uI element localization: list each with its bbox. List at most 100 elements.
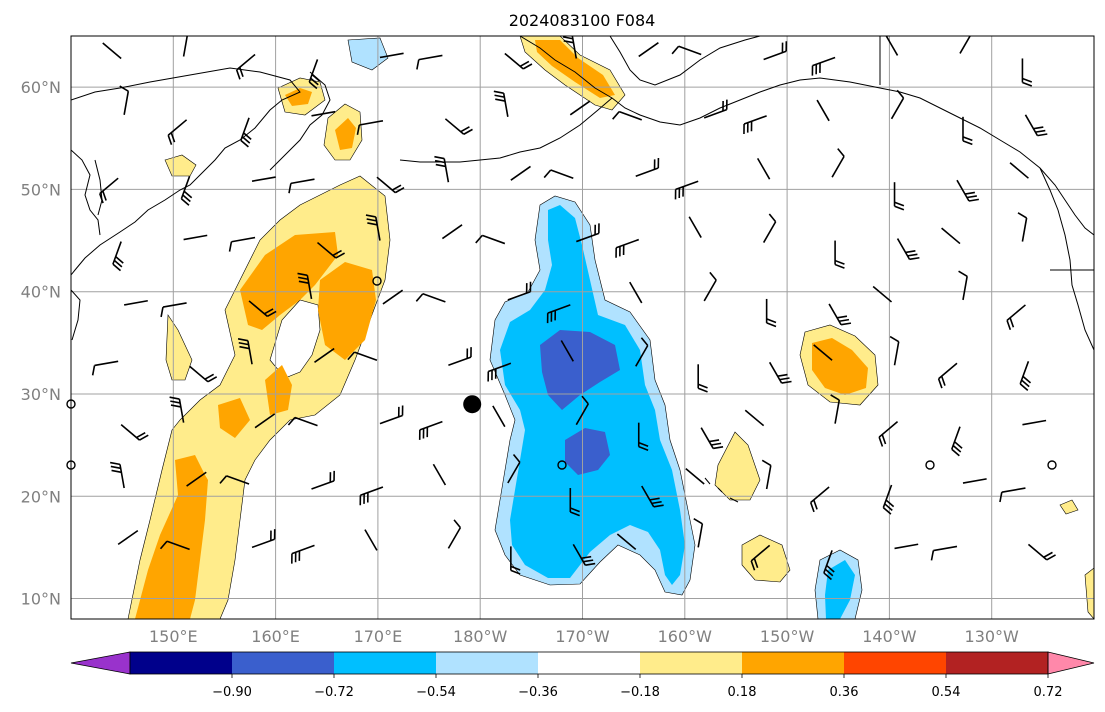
positive-anomaly-region-far-east (1084, 567, 1094, 619)
wind-barb (893, 182, 905, 211)
wind-barb (813, 344, 833, 361)
wind-barb (189, 365, 218, 383)
wind-barb (951, 426, 963, 457)
colorbar-segment (640, 652, 742, 674)
wind-barb (219, 475, 250, 485)
wind-barb (635, 337, 649, 367)
wind-barb (744, 409, 765, 427)
wind-barb (962, 116, 973, 146)
wind-barb (416, 54, 443, 70)
lon-tick-label: 140°W (862, 627, 917, 646)
lat-tick-label: 60°N (21, 78, 61, 97)
wind-barb (182, 36, 189, 57)
wind-barb (112, 241, 124, 272)
wind-barb (297, 272, 313, 300)
wind-barb (444, 118, 473, 135)
wind-barb (311, 110, 336, 117)
wind-barb (834, 240, 845, 269)
wind-barb (251, 529, 276, 549)
wind-barb (688, 216, 702, 238)
wind-barb (560, 340, 574, 362)
wind-barb (507, 453, 521, 484)
wind-barb (447, 519, 462, 549)
wind-barb (237, 338, 253, 365)
wind-barb (811, 56, 836, 76)
wind-barb (235, 53, 256, 80)
wind-barb (475, 234, 506, 245)
station-marker (1047, 460, 1057, 470)
colorbar-tick-label: −0.90 (212, 685, 252, 700)
wind-barb (308, 59, 321, 90)
wind-barb (572, 544, 596, 566)
wind-barb (110, 461, 125, 489)
wind-barb (890, 89, 905, 120)
wind-barb (432, 463, 447, 486)
wind-barb (102, 42, 122, 60)
strong-negative-anomaly-core-north (540, 330, 620, 410)
wind-barb (768, 361, 792, 384)
wind-barb (356, 120, 384, 135)
wind-barb (885, 36, 899, 56)
wind-barb (638, 42, 659, 58)
wind-barb (510, 165, 531, 181)
colorbar-segment (538, 652, 640, 674)
station-marker (557, 460, 567, 470)
colorbar-segment (436, 652, 538, 674)
lon-tick-label: 170°W (555, 627, 610, 646)
wind-barb (700, 427, 724, 450)
colorbar-segment (334, 652, 436, 674)
wind-barb (186, 471, 207, 487)
coastline-okhotsk-west (71, 149, 101, 236)
strong-anomaly-core-west-north (240, 232, 338, 330)
coastline-hawaii (704, 477, 739, 503)
wind-barb (228, 236, 256, 252)
strong-anomaly-core-alaska (535, 40, 615, 98)
wind-barb (251, 176, 276, 182)
wind-barb (809, 486, 830, 513)
wind-barb (575, 395, 589, 426)
strong-anomaly-core-west-south (135, 460, 208, 619)
wind-barb (510, 546, 521, 575)
lon-tick-label: 170°E (354, 627, 403, 646)
anomaly-shading (127, 36, 1094, 619)
lat-tick-label: 40°N (21, 283, 61, 302)
wind-barb (703, 99, 728, 119)
coastline-alaska-north (609, 36, 761, 86)
wind-barb (180, 175, 193, 206)
wind-barb (962, 478, 987, 484)
wind-barb (1019, 361, 1032, 391)
positive-anomaly-region-okhotsk (164, 154, 197, 177)
wind-barb (347, 351, 378, 362)
wind-barb (91, 360, 119, 376)
station-marker (372, 276, 382, 286)
coastlines (71, 36, 1094, 503)
positive-anomaly-region-hawaii (714, 431, 761, 501)
wind-barb (379, 405, 404, 425)
wind-barb (612, 110, 643, 121)
colorbar: −0.90 −0.72 −0.54 −0.36 −0.18 0.18 0.36 0.54 0.7… (70, 651, 1095, 700)
wind-barb (493, 90, 509, 117)
wind-barb (635, 157, 660, 177)
wind-barb (637, 422, 649, 451)
wind-barb (930, 545, 958, 561)
strong-anomaly-core-west-mid2 (218, 398, 250, 438)
wind-barb (576, 223, 600, 243)
map-title: 2024083100 F084 (509, 11, 656, 30)
wind-barb (507, 281, 532, 301)
wind-barbs (91, 36, 1056, 581)
border-canada-us (879, 36, 1094, 271)
wind-barb (830, 394, 841, 424)
wind-barb (641, 485, 664, 508)
lon-tick-label: 180°W (453, 627, 508, 646)
strong-negative-anomaly-core-south (565, 428, 610, 475)
wind-barb (240, 117, 252, 148)
wind-barb (167, 119, 188, 145)
colorbar-segment (130, 652, 232, 674)
wind-barb (117, 529, 139, 546)
wind-barb (999, 487, 1026, 503)
strong-anomaly-core-west-east (318, 262, 376, 360)
wind-barb (119, 85, 130, 115)
wind-barb (743, 115, 767, 135)
wind-barb (896, 238, 920, 261)
